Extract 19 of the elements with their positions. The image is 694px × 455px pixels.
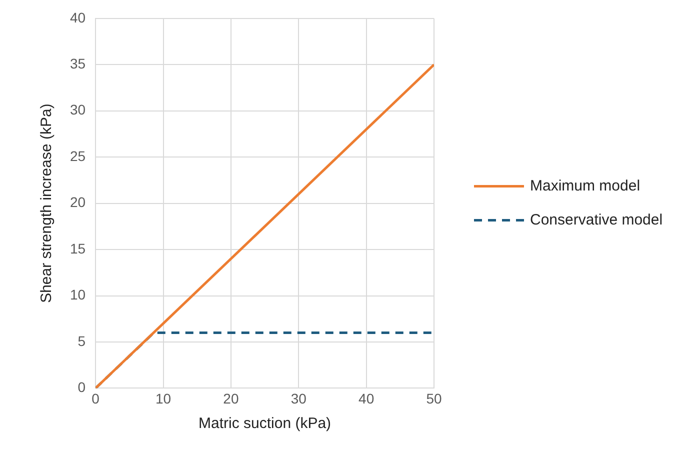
y-tick-label: 20: [70, 194, 86, 210]
x-tick-label: 30: [290, 390, 307, 406]
y-tick-label: 25: [70, 148, 86, 164]
y-tick-label: 0: [78, 379, 86, 396]
y-tick-label: 10: [70, 286, 86, 303]
y-tick-label: 30: [70, 102, 86, 118]
x-axis-title: Matric suction (kPa): [198, 415, 332, 432]
y-axis-title: Shear strength increase (kPa): [38, 104, 56, 303]
legend-label: Maximum model: [530, 177, 640, 194]
x-tick-label: 20: [223, 390, 239, 406]
x-tick-label: 0: [92, 390, 100, 406]
legend-label: Conservative model: [530, 211, 663, 228]
y-tick-label: 35: [70, 55, 86, 72]
y-tick-label: 15: [70, 240, 86, 256]
y-tick-label: 40: [70, 9, 86, 26]
x-tick-label: 10: [155, 390, 172, 406]
y-tick-label: 5: [78, 332, 86, 349]
x-tick-label: 50: [426, 390, 442, 406]
x-tick-label: 40: [358, 390, 374, 406]
